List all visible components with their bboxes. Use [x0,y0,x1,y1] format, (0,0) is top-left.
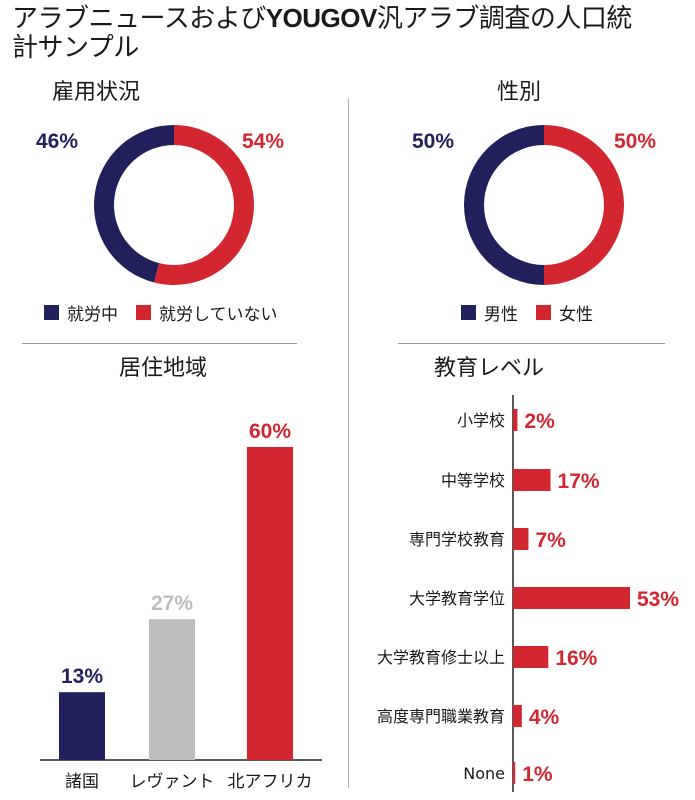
education-value-label-4: 16% [555,647,597,670]
education-category-label-0: 小学校 [457,411,505,430]
employment-donut [94,125,254,285]
vertical-divider [348,98,349,788]
region-category-label-1: レヴァント [130,772,215,792]
education-bar-1 [513,469,551,491]
employment-pct-employed: 46% [36,130,79,153]
region-value-label-2: 60% [249,420,291,443]
education-bar-5 [513,705,522,727]
gender-slice-female [544,125,624,285]
education-bar-0 [513,409,518,431]
education-bar-chart: 小学校 2% 中等学校 17% 専門学校教育 7% 大学教育学位 53% 大学教育修士以上 16%… [377,395,679,792]
gender-heading: 性別 [497,80,542,105]
education-value-label-2: 7% [535,529,566,552]
legend-item-male: 男性 [461,300,518,325]
employment-heading: 雇用状況 [52,80,141,105]
gender-slice-male [464,125,544,285]
region-category-label-2: 北アフリカ [228,772,313,792]
title-part1: アラブニュースおよび [12,4,266,34]
education-value-label-5: 4% [529,706,560,729]
education-value-label-3: 53% [637,588,679,611]
education-bar-4 [513,646,549,668]
employment-legend: 就労中 就労していない [44,300,296,325]
region-bar-2 [247,447,293,760]
region-value-label-1: 27% [151,592,193,615]
employment-slice-employed [94,125,174,283]
legend-swatch-employed [44,305,59,320]
legend-item-female: 女性 [536,300,593,325]
education-heading: 教育レベル [434,356,545,381]
employment-pct-unemployed: 54% [242,130,285,153]
region-category-label-0: 諸国 [65,772,99,792]
right-divider [398,343,665,344]
region-value-label-0: 13% [61,665,103,688]
employment-slice-unemployed [154,125,254,285]
education-bar-3 [513,587,630,609]
legend-label-male: 男性 [484,305,518,325]
education-value-label-0: 2% [524,410,555,433]
legend-swatch-female [536,305,551,320]
education-category-label-3: 大学教育学位 [409,589,505,608]
title-brand: YOUGOV [265,3,378,33]
title-part2: 汎アラブ調査の人口統計サンプル [12,4,632,63]
education-category-label-1: 中等学校 [441,471,505,490]
page-title: アラブニュースおよびYOUGOV汎アラブ調査の人口統計サンプル [12,4,652,63]
education-bar-6 [513,762,516,784]
education-bar-2 [513,528,529,550]
education-category-label-2: 専門学校教育 [409,530,505,549]
region-heading: 居住地域 [119,356,208,381]
region-bar-1 [149,619,195,760]
education-category-label-4: 大学教育修士以上 [377,648,505,667]
education-value-label-1: 17% [558,470,600,493]
legend-item-employed: 就労中 [44,300,118,325]
region-bar-0 [59,692,105,760]
gender-legend: 男性 女性 [461,300,611,325]
education-category-label-6: None [463,764,505,783]
region-bar-chart: 13% 諸国 27% レヴァント 60% 北アフリカ [40,420,322,792]
legend-label-employed: 就労中 [67,305,118,325]
legend-label-unemployed: 就労していない [159,305,278,325]
gender-donut [464,125,624,285]
education-value-label-6: 1% [522,763,553,786]
legend-swatch-unemployed [136,305,151,320]
legend-swatch-male [461,305,476,320]
gender-pct-male: 50% [412,130,455,153]
legend-item-unemployed: 就労していない [136,300,278,325]
education-category-label-5: 高度専門職業教育 [377,707,505,726]
gender-pct-female: 50% [614,130,657,153]
left-divider [22,343,297,344]
legend-label-female: 女性 [559,305,593,325]
